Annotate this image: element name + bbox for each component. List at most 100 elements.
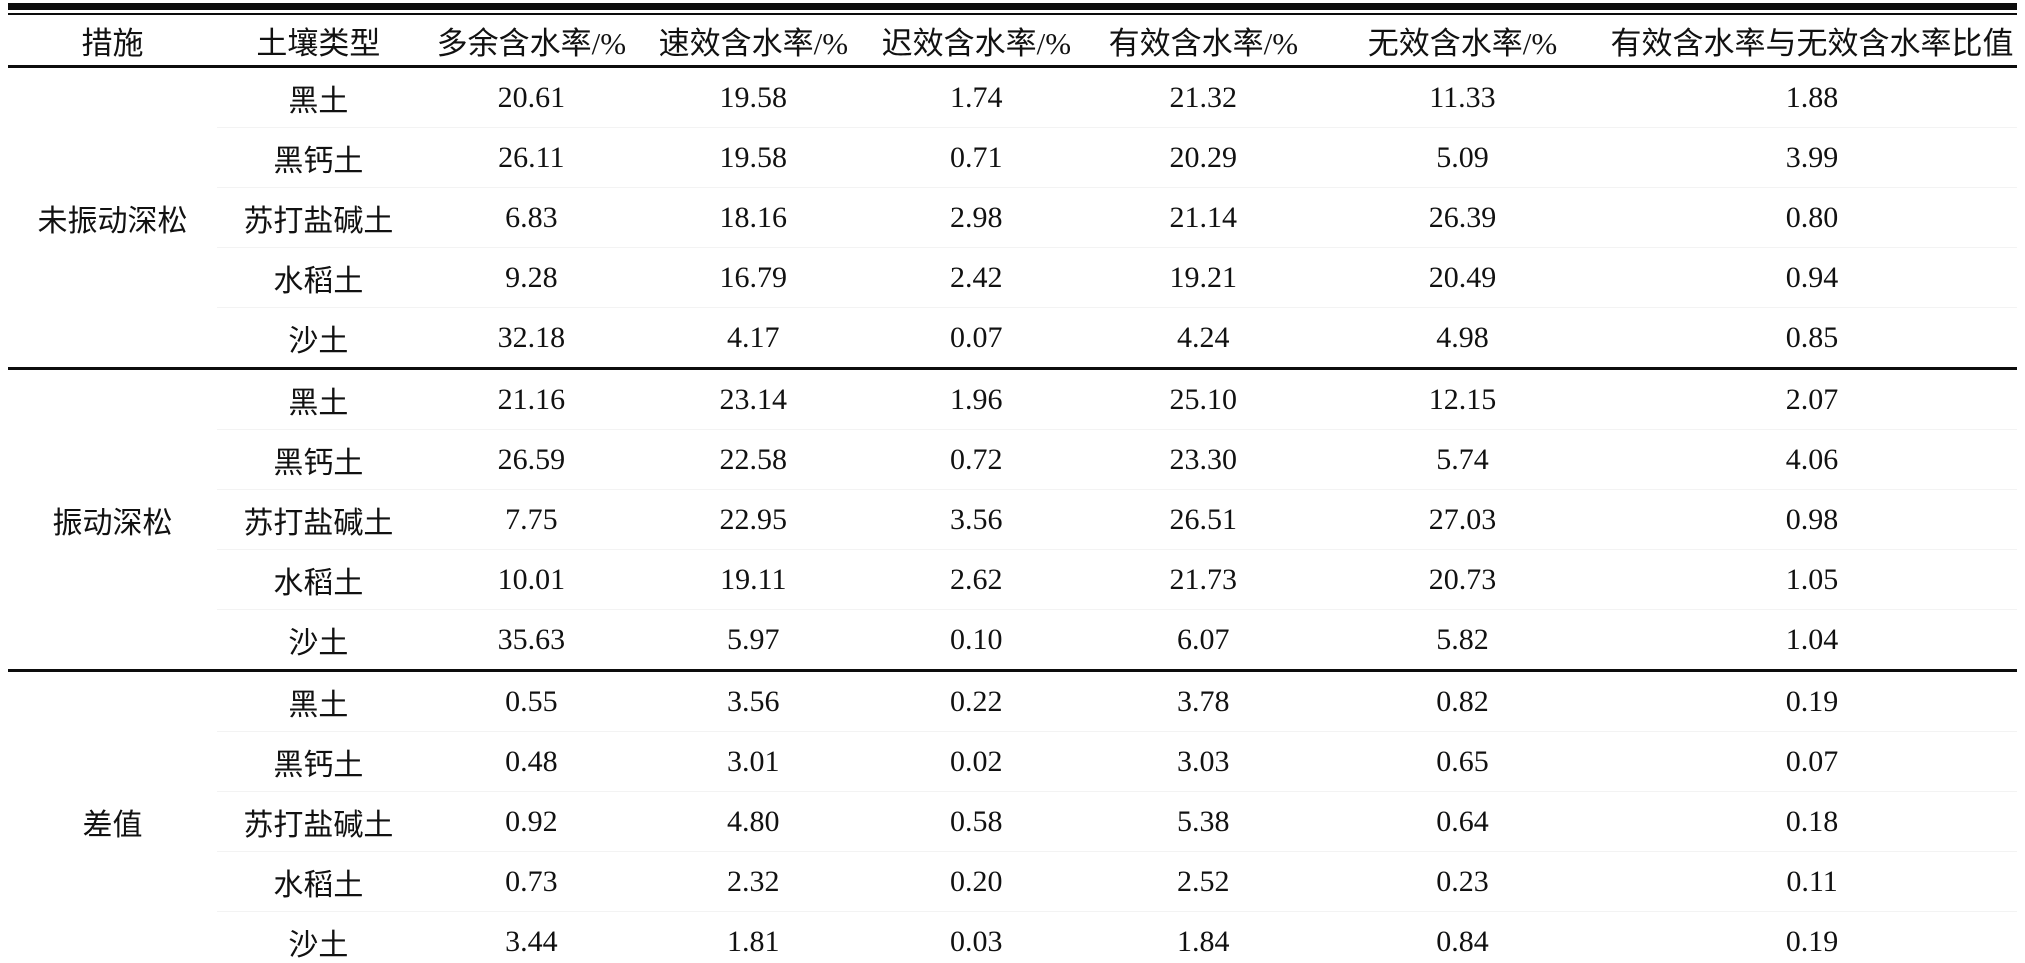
value-cell: 20.49: [1317, 247, 1608, 308]
value-cell: 4.17: [642, 307, 864, 369]
soil-cell: 黑土: [216, 367, 420, 430]
value-cell: 0.58: [863, 791, 1089, 852]
value-cell: 20.29: [1088, 127, 1318, 188]
value-cell: 0.23: [1317, 851, 1608, 912]
col-header-excess-moisture: 多余含水率/%: [419, 15, 643, 68]
value-cell: 2.62: [863, 549, 1089, 610]
value-cell: 19.11: [642, 549, 864, 610]
table-row: 黑钙土 0.48 3.01 0.02 3.03 0.65 0.07: [8, 731, 2017, 792]
value-cell: 4.24: [1088, 307, 1318, 369]
value-cell: 2.32: [642, 851, 864, 912]
value-cell: 0.10: [863, 609, 1089, 671]
value-cell: 1.81: [642, 911, 864, 963]
value-cell: 26.51: [1088, 489, 1318, 550]
table-row: 沙土 3.44 1.81 0.03 1.84 0.84 0.19: [8, 911, 2017, 963]
value-cell: 0.85: [1607, 307, 2017, 369]
col-header-ratio: 有效含水率与无效含水率比值: [1607, 15, 2017, 68]
value-cell: 22.95: [642, 489, 864, 550]
soil-cell: 黑土: [288, 84, 349, 118]
value-cell: 0.94: [1607, 247, 2017, 308]
soil-cell: 黑钙土: [216, 127, 420, 188]
value-cell: 21.73: [1088, 549, 1318, 610]
table-body: 未振动深松 黑土 20.61 19.58 1.74 21.32 11.33 1.…: [8, 67, 2017, 963]
table-row: 差值 黑土 0.55 3.56 0.22 3.78 0.82 0.19: [8, 669, 2017, 963]
col-header-quick-moisture: 速效含水率/%: [642, 15, 864, 68]
value-cell: 0.55: [419, 669, 643, 732]
value-cell: 20.61: [497, 80, 566, 114]
value-cell: 19.58: [642, 127, 864, 188]
value-cell: 5.38: [1088, 791, 1318, 852]
value-cell: 5.82: [1317, 609, 1608, 671]
value-cell: 9.28: [419, 247, 643, 308]
value-cell: 0.80: [1607, 187, 2017, 248]
col-header-ineffective-moisture: 无效含水率/%: [1317, 15, 1608, 68]
value-cell: 35.63: [419, 609, 643, 671]
value-cell: 0.07: [1607, 731, 2017, 792]
value-cell: 2.07: [1607, 367, 2017, 430]
soil-cell: 苏打盐碱土: [216, 489, 420, 550]
value-cell: 12.15: [1317, 367, 1608, 430]
soil-cell: 水稻土: [216, 247, 420, 308]
measure-cell: 差值: [8, 669, 217, 963]
value-cell: 0.82: [1317, 669, 1608, 732]
value-cell: 0.20: [863, 851, 1089, 912]
value-cell: 0.11: [1607, 851, 2017, 912]
col-header-soil-type: 土壤类型: [216, 15, 420, 68]
value-cell: 3.56: [642, 669, 864, 732]
table-row: 水稻土 10.01 19.11 2.62 21.73 20.73 1.05: [8, 549, 2017, 610]
table-row: 沙土 32.18 4.17 0.07 4.24 4.98 0.85: [8, 307, 2017, 369]
col-header-effective-moisture: 有效含水率/%: [1088, 15, 1318, 68]
col-header-measure: 措施: [8, 15, 217, 68]
value-cell: 2.98: [863, 187, 1089, 248]
value-cell: 19.58: [719, 80, 788, 114]
value-cell: 21.16: [419, 367, 643, 430]
value-cell: 0.18: [1607, 791, 2017, 852]
value-cell: 0.19: [1607, 669, 2017, 732]
soil-cell: 苏打盐碱土: [216, 187, 420, 248]
top-thick-rule: [8, 3, 2017, 10]
value-cell: 26.11: [419, 127, 643, 188]
soil-cell: 黑钙土: [216, 429, 420, 490]
value-cell: 19.21: [1088, 247, 1318, 308]
value-cell: 16.79: [642, 247, 864, 308]
value-cell: 1.04: [1607, 609, 2017, 671]
value-cell: 0.64: [1317, 791, 1608, 852]
value-cell: 1.96: [863, 367, 1089, 430]
value-cell: 20.73: [1317, 549, 1608, 610]
soil-cell: 黑土: [216, 669, 420, 732]
value-cell: 0.92: [419, 791, 643, 852]
value-cell: 21.32: [1169, 80, 1238, 114]
header-row: 措施 土壤类型 多余含水率/% 速效含水率/% 迟效含水率/% 有效含水率/% …: [8, 15, 2017, 68]
value-cell: 3.56: [863, 489, 1089, 550]
value-cell: 7.75: [419, 489, 643, 550]
value-cell: 1.05: [1607, 549, 2017, 610]
measure-cell: 振动深松: [8, 367, 217, 671]
value-cell: 2.42: [863, 247, 1089, 308]
value-cell: 6.07: [1088, 609, 1318, 671]
value-cell: 3.44: [419, 911, 643, 963]
value-cell: 0.98: [1607, 489, 2017, 550]
value-cell: 0.19: [1607, 911, 2017, 963]
table-row: 苏打盐碱土 6.83 18.16 2.98 21.14 26.39 0.80: [8, 187, 2017, 248]
value-cell: 3.99: [1607, 127, 2017, 188]
soil-cell: 沙土: [216, 911, 420, 963]
value-cell: 4.98: [1317, 307, 1608, 369]
value-cell: 3.03: [1088, 731, 1318, 792]
value-cell: 23.30: [1088, 429, 1318, 490]
value-cell: 0.84: [1317, 911, 1608, 963]
value-cell: 5.09: [1317, 127, 1608, 188]
value-cell: 1.88: [1785, 80, 1839, 114]
table-row: 未振动深松 黑土 20.61 19.58 1.74 21.32 11.33 1.…: [8, 67, 2017, 238]
value-cell: 1.84: [1088, 911, 1318, 963]
table-row: 苏打盐碱土 7.75 22.95 3.56 26.51 27.03 0.98: [8, 489, 2017, 550]
measure-cell: 未振动深松: [37, 204, 188, 238]
value-cell: 21.14: [1088, 187, 1318, 248]
value-cell: 32.18: [419, 307, 643, 369]
value-cell: 0.71: [863, 127, 1089, 188]
value-cell: 5.74: [1317, 429, 1608, 490]
soil-cell: 水稻土: [216, 851, 420, 912]
table-row: 黑钙土 26.59 22.58 0.72 23.30 5.74 4.06: [8, 429, 2017, 490]
col-header-slow-moisture: 迟效含水率/%: [863, 15, 1089, 68]
soil-moisture-table: 措施 土壤类型 多余含水率/% 速效含水率/% 迟效含水率/% 有效含水率/% …: [8, 15, 2017, 963]
